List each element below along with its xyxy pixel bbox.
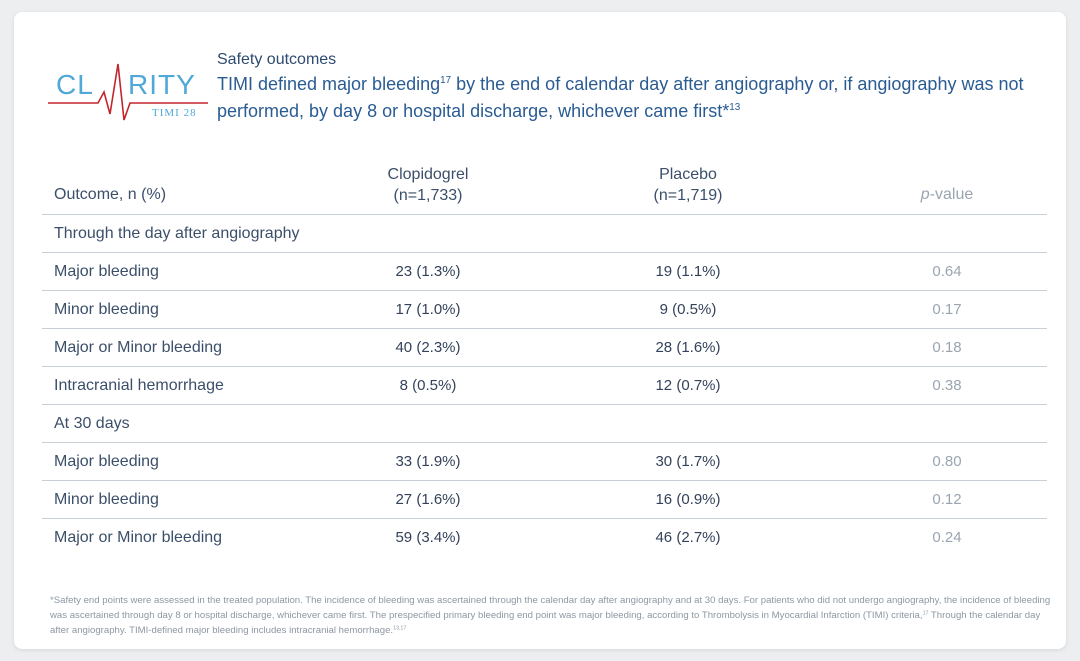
- cell-outcome: Major bleeding: [54, 453, 159, 470]
- footnote: *Safety end points were assessed in the …: [50, 595, 1051, 636]
- logo-text-left: CL: [56, 69, 94, 100]
- cell-outcome: Major or Minor bleeding: [54, 339, 223, 356]
- cell-placebo: 16 (0.9%): [655, 491, 721, 508]
- cell-clopidogrel: 59 (3.4%): [395, 529, 461, 546]
- table-row: Major or Minor bleeding 59 (3.4%) 46 (2.7%…: [42, 519, 1047, 556]
- cell-outcome: Minor bleeding: [54, 301, 159, 318]
- cell-clopidogrel: 33 (1.9%): [395, 453, 461, 470]
- cell-p-value: 0.24: [932, 529, 962, 546]
- section-label: Safety outcomes: [217, 51, 337, 68]
- header: Safety outcomes TIMI defined major bleed…: [217, 49, 1037, 125]
- cell-placebo: 30 (1.7%): [655, 453, 721, 470]
- table-row: Major or Minor bleeding 40 (2.3%) 28 (1.6%…: [42, 329, 1047, 367]
- cell-outcome: Through the day after angiography: [54, 225, 300, 242]
- cell-clopidogrel: 17 (1.0%): [395, 301, 461, 318]
- cell-outcome: At 30 days: [54, 415, 130, 432]
- header-outcome: Outcome, n (%): [54, 186, 167, 203]
- cell-p-value: 0.38: [932, 377, 962, 394]
- header-placebo: Placebo (n=1,719): [653, 166, 723, 204]
- cell-clopidogrel: 23 (1.3%): [395, 263, 461, 280]
- cell-clopidogrel: 8 (0.5%): [399, 377, 457, 394]
- cell-placebo: 9 (0.5%): [659, 301, 717, 318]
- cell-p-value: 0.17: [932, 301, 962, 318]
- cell-outcome: Intracranial hemorrhage: [54, 377, 224, 394]
- table-row: Minor bleeding 27 (1.6%) 16 (0.9%) 0.12: [42, 481, 1047, 519]
- cell-placebo: 28 (1.6%): [655, 339, 721, 356]
- cell-p-value: 0.18: [932, 339, 962, 356]
- cell-outcome: Major or Minor bleeding: [54, 529, 223, 546]
- table-header: Outcome, n (%) Clopidogrel (n=1,733) Plac…: [42, 162, 1047, 215]
- table-section-row: Through the day after angiography: [42, 215, 1047, 253]
- logo-subtext: TIMI 28: [152, 107, 197, 119]
- content-card: CL RITY TIMI 28 Safety outcomes TIMI def…: [14, 12, 1066, 649]
- cell-placebo: 19 (1.1%): [655, 263, 721, 280]
- header-clopidogrel: Clopidogrel (n=1,733): [387, 166, 469, 204]
- logo-text-right: RITY: [128, 69, 196, 100]
- clarity-timi-28-logo: CL RITY TIMI 28: [48, 63, 208, 121]
- safety-outcomes-table: Outcome, n (%) Clopidogrel (n=1,733) Plac…: [42, 162, 1047, 556]
- section-description: TIMI defined major bleeding17 by the end…: [217, 74, 1024, 121]
- cell-outcome: Minor bleeding: [54, 491, 159, 508]
- cell-outcome: Major bleeding: [54, 263, 159, 280]
- cell-p-value: 0.12: [932, 491, 962, 508]
- table-row: Major bleeding 33 (1.9%) 30 (1.7%) 0.80: [42, 443, 1047, 481]
- table-row: Minor bleeding 17 (1.0%) 9 (0.5%) 0.17: [42, 291, 1047, 329]
- header-p-value: p-value: [920, 186, 974, 203]
- cell-placebo: 46 (2.7%): [655, 529, 721, 546]
- cell-clopidogrel: 40 (2.3%): [395, 339, 461, 356]
- table-row: Intracranial hemorrhage 8 (0.5%) 12 (0.7%)…: [42, 367, 1047, 405]
- table-body: Through the day after angiography Major b…: [42, 215, 1047, 556]
- table-section-row: At 30 days: [42, 405, 1047, 443]
- cell-placebo: 12 (0.7%): [655, 377, 721, 394]
- heartbeat-line-icon: [48, 63, 208, 121]
- cell-p-value: 0.80: [932, 453, 962, 470]
- cell-p-value: 0.64: [932, 263, 962, 280]
- cell-clopidogrel: 27 (1.6%): [395, 491, 461, 508]
- table-row: Major bleeding 23 (1.3%) 19 (1.1%) 0.64: [42, 253, 1047, 291]
